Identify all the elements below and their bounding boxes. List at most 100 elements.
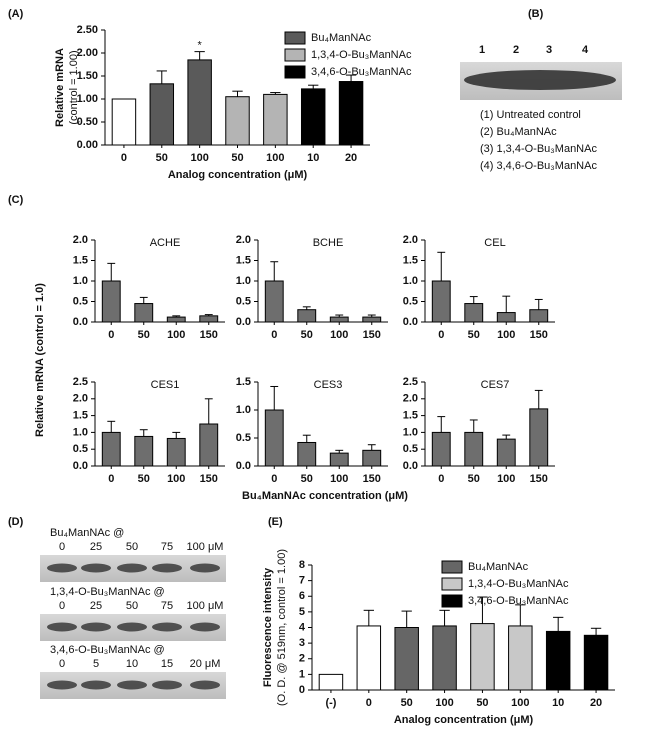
legend-label: 1,3,4-O-Bu₃ManNAc: [311, 49, 412, 61]
bar: [134, 303, 154, 323]
y-tick-label: 0.5: [403, 443, 418, 455]
y-tick-label: 1.5: [236, 376, 251, 388]
y-tick-label: 2.0: [403, 393, 418, 405]
y-axis-label: Relative mRNA: [54, 48, 66, 127]
legend-label: (3) 1,3,4-O-Bu₃ManNAc: [480, 143, 597, 155]
y-tick-label: 2.0: [73, 393, 88, 405]
blot-band: [81, 563, 111, 573]
x-tick-label: 10: [307, 152, 319, 164]
x-tick-label: (-): [325, 697, 336, 709]
blot-band: [464, 70, 616, 90]
x-tick-label: 50: [301, 329, 313, 341]
x-tick-label: 100: [497, 473, 515, 485]
x-tick-label: 100: [497, 329, 515, 341]
bar: [338, 81, 364, 146]
lane-label: 50: [126, 600, 138, 612]
lane-label: 0: [59, 658, 65, 670]
y-tick-label: 1.5: [236, 254, 251, 266]
panel-label: (D): [8, 516, 24, 528]
y-tick-label: 1.50: [77, 70, 98, 82]
chart-title: BCHE: [313, 237, 344, 249]
blot-band: [81, 622, 111, 632]
blot-band: [47, 680, 77, 690]
bar: [464, 303, 484, 323]
x-tick-label: 100: [330, 473, 348, 485]
bar: [199, 315, 219, 323]
legend-label: (1) Untreated control: [480, 109, 581, 121]
x-tick-label: 100: [167, 329, 185, 341]
blot-band: [47, 563, 77, 573]
legend-label: Bu₄ManNAc: [468, 561, 529, 573]
y-tick-label: 2.00: [77, 47, 98, 59]
lane-label: 1: [479, 44, 485, 56]
bar: [496, 438, 516, 467]
legend-label: 1,3,4-O-Bu₃ManNAc: [468, 578, 569, 590]
bar: [529, 309, 549, 323]
x-axis-label: Analog concentration (μM): [394, 714, 534, 726]
blot-band: [117, 563, 147, 573]
bar: [297, 441, 317, 467]
y-tick-label: 5: [299, 606, 305, 618]
panel-label: (A): [8, 8, 24, 20]
x-tick-label: 0: [121, 152, 127, 164]
y-tick-label: 1.5: [73, 410, 88, 422]
y-tick-label: 1.0: [403, 275, 418, 287]
y-tick-label: 2.0: [73, 234, 88, 246]
chart-title: CEL: [484, 237, 505, 249]
x-axis-label: Analog concentration (μM): [168, 169, 308, 181]
legend-label: 3,4,6-O-Bu₃ManNAc: [311, 66, 412, 78]
y-tick-label: 0.0: [73, 460, 88, 472]
lane-label: 10: [126, 658, 138, 670]
lane-label: 75: [161, 541, 173, 553]
legend-label: Bu₄ManNAc: [311, 32, 372, 44]
x-tick-label: 150: [200, 329, 218, 341]
y-tick-label: 3: [299, 637, 305, 649]
lane-label: 25: [90, 541, 102, 553]
bar: [225, 96, 250, 146]
y-tick-label: 2.0: [236, 234, 251, 246]
legend-swatch: [441, 594, 463, 608]
y-tick-label: 0.0: [236, 316, 251, 328]
bar: [300, 88, 326, 146]
x-tick-label: 50: [476, 697, 488, 709]
blot-label: 3,4,6-O-Bu₃ManNAc @: [50, 644, 165, 656]
x-tick-label: 50: [468, 329, 480, 341]
y-tick-label: 0.0: [403, 316, 418, 328]
x-tick-label: 0: [271, 473, 277, 485]
panel-label: (E): [268, 516, 283, 528]
x-axis-label: Bu₄ManNAc concentration (μM): [242, 490, 408, 502]
bar: [431, 280, 451, 323]
bar: [583, 634, 609, 691]
x-tick-label: 0: [271, 329, 277, 341]
lane-label: 0: [59, 541, 65, 553]
x-tick-label: 50: [468, 473, 480, 485]
bar: [166, 437, 186, 467]
y-tick-label: 1.0: [73, 426, 88, 438]
x-tick-label: 20: [590, 697, 602, 709]
bar: [508, 625, 533, 691]
y-tick-label: 0.00: [77, 139, 98, 151]
y-tick-label: 0.0: [403, 460, 418, 472]
chart-title: CES7: [481, 379, 510, 391]
x-tick-label: 150: [200, 473, 218, 485]
y-axis-label: Fluorescence intensity: [262, 567, 274, 687]
legend-label: 3,4,6-O-Bu₃ManNAc: [468, 595, 569, 607]
y-tick-label: 0.5: [236, 432, 251, 444]
y-tick-label: 1.00: [77, 93, 98, 105]
bar: [431, 431, 451, 467]
y-tick-label: 1.0: [403, 426, 418, 438]
blot-band: [190, 680, 220, 690]
bar: [187, 59, 212, 146]
bar: [529, 408, 549, 467]
bar: [362, 449, 382, 467]
bar: [297, 309, 317, 323]
x-tick-label: 150: [363, 473, 381, 485]
y-tick-label: 2: [299, 653, 305, 665]
lane-label: 50: [126, 541, 138, 553]
lane-label: 3: [546, 44, 552, 56]
chart-title: CES1: [151, 379, 180, 391]
y-axis-label: (control = 1.00): [68, 50, 80, 124]
x-tick-label: 100: [266, 152, 284, 164]
x-tick-label: 20: [345, 152, 357, 164]
bar: [356, 625, 382, 691]
